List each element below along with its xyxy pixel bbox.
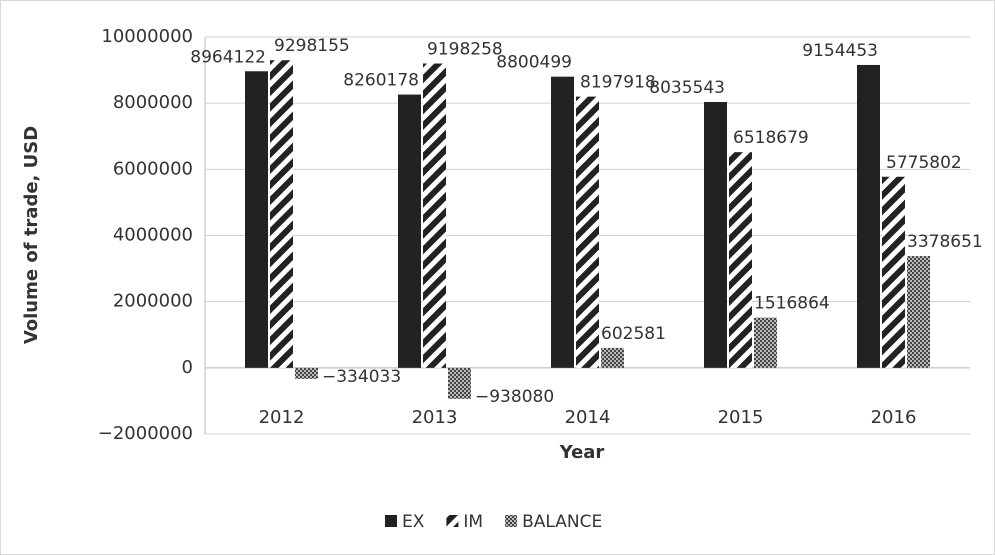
- data-label: 9154453: [802, 41, 878, 61]
- legend-swatch: [505, 515, 518, 527]
- x-tick-label: 2015: [718, 407, 764, 428]
- data-label: 8260178: [343, 71, 419, 91]
- data-label: 8035543: [649, 78, 725, 98]
- y-tick-label: −2000000: [98, 423, 193, 444]
- bar: [729, 152, 752, 368]
- legend-label: BALANCE: [522, 512, 602, 532]
- y-tick-label: 6000000: [113, 158, 193, 179]
- data-label: 8197918: [580, 73, 656, 93]
- data-label: −938080: [475, 387, 554, 407]
- bar: [704, 101, 727, 368]
- legend-label: IM: [463, 512, 483, 532]
- y-axis-title: Volume of trade, USD: [21, 126, 42, 344]
- data-label: 8800499: [496, 53, 572, 73]
- bar: [551, 76, 574, 368]
- x-tick-label: 2014: [565, 407, 611, 428]
- data-label: 602581: [601, 324, 666, 344]
- bar: [754, 317, 777, 368]
- legend-swatch: [385, 515, 397, 527]
- y-tick-label: 10000000: [101, 26, 193, 47]
- x-tick-label: 2012: [259, 407, 305, 428]
- y-tick-label: 0: [182, 357, 193, 378]
- bar: [270, 60, 293, 368]
- x-tick-label: 2016: [871, 407, 917, 428]
- data-label: −334033: [322, 367, 401, 387]
- data-label: 1516864: [754, 294, 830, 314]
- data-label: 3378651: [907, 232, 983, 252]
- x-tick-label: 2013: [412, 407, 458, 428]
- bar: [882, 176, 905, 368]
- legend-label: EX: [402, 512, 425, 532]
- bar: [295, 367, 318, 379]
- bar: [448, 367, 471, 399]
- data-label: 5775802: [886, 153, 962, 173]
- y-tick-label: 4000000: [113, 225, 193, 246]
- bar: [601, 347, 624, 368]
- legend-swatch: [446, 515, 459, 527]
- y-tick-label: 8000000: [113, 92, 193, 113]
- data-label: 8964122: [190, 47, 266, 67]
- bar: [857, 64, 880, 368]
- bar: [423, 63, 446, 368]
- data-label: 9198258: [427, 40, 503, 60]
- y-tick-label: 2000000: [113, 291, 193, 312]
- x-axis-title: Year: [559, 442, 605, 463]
- bar: [398, 94, 421, 368]
- bar: [907, 256, 930, 368]
- bar: [576, 96, 599, 368]
- data-label: 6518679: [733, 128, 809, 148]
- data-label: 9298155: [274, 36, 350, 56]
- bar: [245, 71, 268, 368]
